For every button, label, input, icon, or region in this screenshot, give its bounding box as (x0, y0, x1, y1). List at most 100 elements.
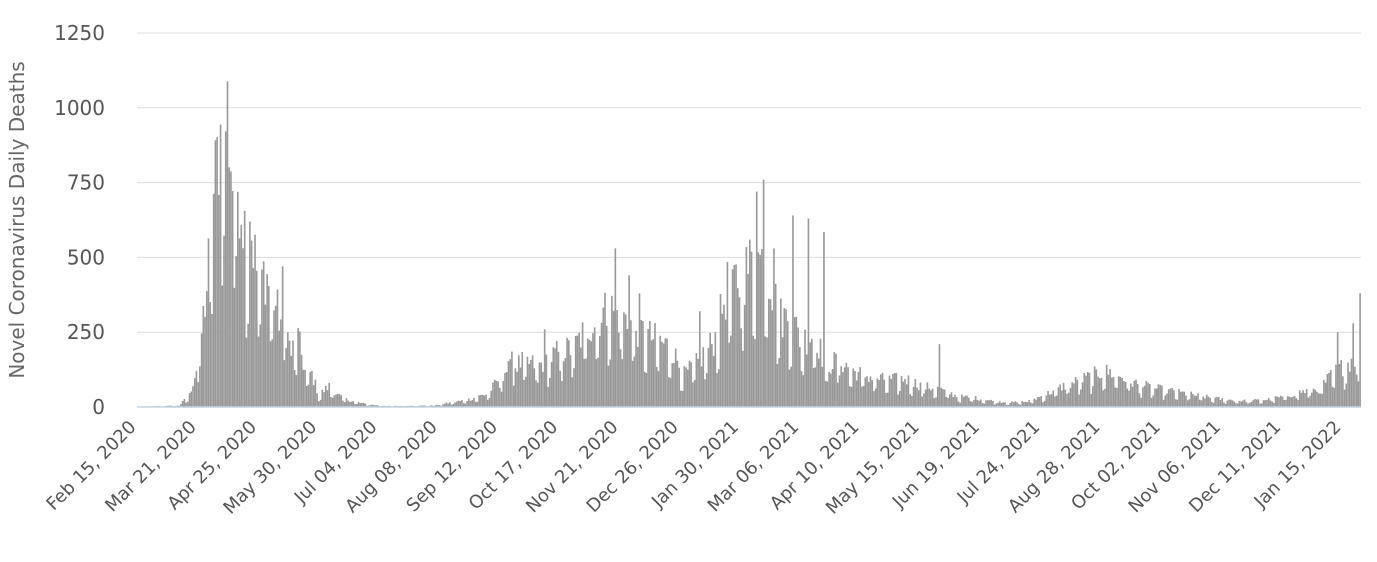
bar (742, 350, 744, 407)
bar (492, 382, 494, 407)
bar (1247, 403, 1249, 407)
bar (185, 402, 187, 407)
bar (1324, 382, 1327, 407)
bar (1185, 395, 1187, 407)
bar (226, 81, 229, 407)
bar (509, 359, 512, 407)
bar (538, 362, 541, 407)
bar (557, 351, 560, 407)
bar (673, 362, 675, 407)
bar (1212, 402, 1215, 407)
bar (1314, 389, 1317, 407)
bar (826, 381, 829, 407)
bar (773, 248, 775, 407)
bar (1004, 402, 1006, 407)
bar (569, 355, 572, 407)
bar (249, 221, 251, 407)
bar (1336, 332, 1339, 407)
bar (974, 396, 977, 407)
bar (280, 319, 282, 407)
bar (1121, 378, 1124, 407)
bar (190, 391, 193, 407)
bar (859, 367, 861, 407)
bar (681, 391, 684, 407)
bar (186, 401, 189, 407)
bar (195, 371, 198, 407)
bar (1278, 397, 1280, 407)
bar (817, 358, 820, 407)
bar (1298, 390, 1301, 407)
bar (1312, 388, 1315, 407)
bar (1285, 399, 1287, 407)
bar (559, 370, 562, 407)
bar (798, 347, 801, 407)
bar (281, 266, 284, 407)
bar (1290, 397, 1292, 407)
bar (1002, 402, 1005, 407)
bar (238, 238, 241, 407)
bar (364, 403, 367, 407)
bar (945, 396, 948, 407)
bar (940, 387, 942, 407)
bar (823, 231, 825, 407)
bar (438, 405, 441, 407)
bar (493, 379, 496, 407)
bar (1279, 395, 1282, 407)
bar (555, 340, 558, 407)
bar (1107, 374, 1110, 407)
bar (883, 379, 886, 407)
bar (1197, 393, 1199, 407)
bar (535, 380, 537, 407)
bar (288, 340, 291, 407)
bar (1083, 372, 1086, 407)
bar (728, 342, 730, 407)
bar (1274, 396, 1277, 407)
bar (1304, 392, 1306, 407)
bar (1045, 395, 1048, 407)
bar (824, 380, 827, 407)
bar (666, 338, 668, 407)
bar (800, 371, 803, 407)
bar (354, 403, 356, 407)
bar (212, 193, 215, 407)
grid-lines (137, 32, 1361, 333)
bar (650, 340, 653, 407)
bar (809, 342, 811, 407)
bar (967, 397, 970, 407)
bar (599, 335, 601, 407)
bar (836, 382, 839, 407)
bar (269, 341, 272, 407)
bar (723, 304, 725, 407)
bar (1195, 395, 1198, 407)
bar (814, 367, 817, 407)
bar (321, 389, 324, 407)
bar (231, 190, 234, 407)
bar (311, 370, 313, 407)
bar (685, 367, 687, 407)
bar (436, 405, 439, 407)
bar (1129, 383, 1132, 407)
bar (919, 382, 922, 407)
bar (607, 365, 610, 407)
bar (488, 397, 491, 407)
bar (1193, 395, 1196, 407)
bar (617, 332, 620, 407)
bar (1074, 376, 1077, 407)
bar (1252, 400, 1255, 407)
bar (980, 399, 982, 407)
bar (771, 310, 774, 407)
bar (1152, 395, 1155, 407)
bar (924, 389, 927, 407)
bar (1211, 401, 1213, 407)
bar (973, 399, 975, 407)
bar (1271, 401, 1273, 407)
bar (245, 337, 248, 407)
bar (243, 210, 246, 407)
bar (754, 339, 756, 407)
bar (230, 171, 232, 407)
bar (312, 385, 315, 407)
bar (578, 332, 580, 407)
bar (1062, 382, 1065, 407)
bar (443, 403, 446, 407)
